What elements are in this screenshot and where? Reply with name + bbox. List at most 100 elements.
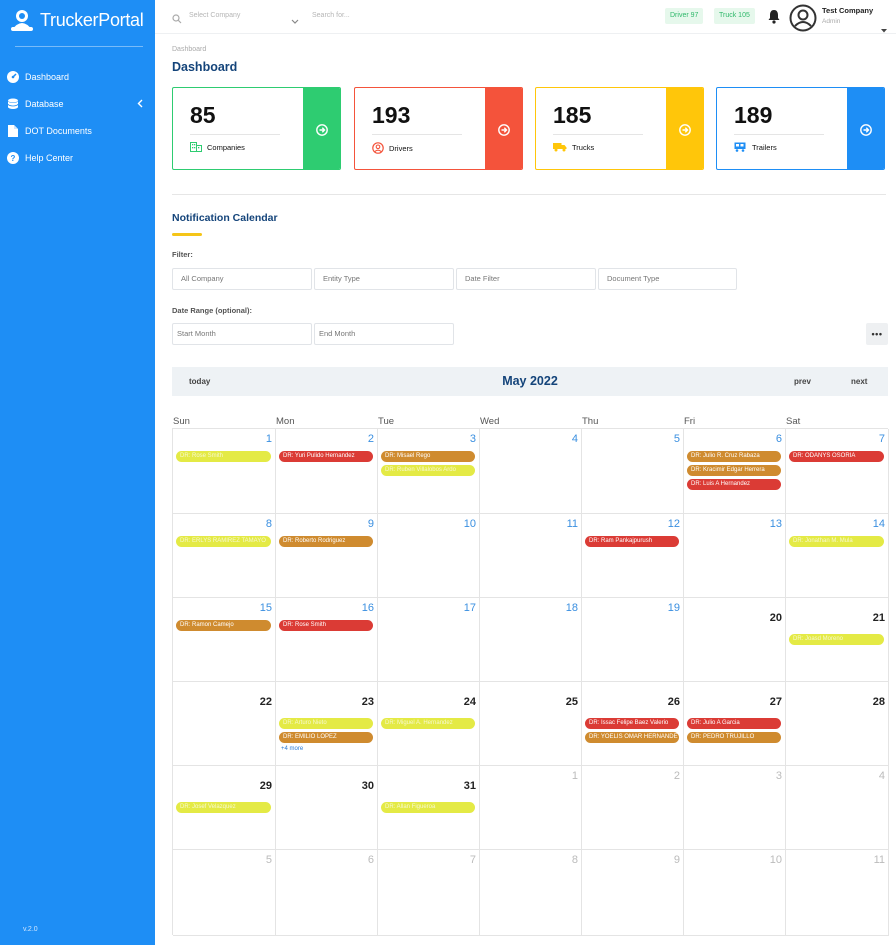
start-month-field[interactable]: Start Month — [172, 323, 312, 345]
calendar-day-cell[interactable]: 9 — [582, 850, 684, 936]
calendar-day-cell[interactable]: 16 DR: Rose Smith — [276, 598, 378, 682]
day-number[interactable]: 19 — [667, 602, 680, 614]
day-number[interactable]: 26 — [667, 696, 680, 708]
day-number[interactable]: 5 — [265, 854, 272, 866]
truck-count-badge[interactable]: Truck 105 — [714, 8, 755, 24]
calendar-event[interactable]: DR: Kracimir Edgar Herrera — [687, 465, 781, 476]
sidebar-item-dashboard[interactable]: Dashboard — [0, 63, 155, 90]
calendar-day-cell[interactable]: 19 — [582, 598, 684, 682]
calendar-event[interactable]: DR: Luis A Hernandez — [687, 479, 781, 490]
day-number[interactable]: 4 — [571, 433, 578, 445]
day-number[interactable]: 14 — [872, 518, 885, 530]
calendar-day-cell[interactable]: 18 — [480, 598, 582, 682]
day-number[interactable]: 8 — [265, 518, 272, 530]
trailers-go-button[interactable] — [847, 88, 884, 169]
calendar-event[interactable]: DR: Ruben Villalobos Ardo — [381, 465, 475, 476]
day-number[interactable]: 7 — [878, 433, 885, 445]
calendar-event[interactable]: DR: Ramon Camejo — [176, 620, 271, 631]
calendar-event[interactable]: DR: Yuri Pulido Hernandez — [279, 451, 373, 462]
calendar-day-cell[interactable]: 24 DR: Miguel A. Hernandez — [378, 682, 480, 766]
day-number[interactable]: 13 — [769, 518, 782, 530]
calendar-event[interactable]: DR: Jonathan M. Mula — [789, 536, 884, 547]
trucks-go-button[interactable] — [666, 88, 703, 169]
calendar-event[interactable]: DR: Misael Rego — [381, 451, 475, 462]
companies-go-button[interactable] — [303, 88, 340, 169]
sidebar-item-dot-documents[interactable]: DOT Documents — [0, 117, 155, 144]
calendar-day-cell[interactable]: 12 DR: Ram Pankajpurush — [582, 514, 684, 598]
calendar-day-cell[interactable]: 5 — [582, 429, 684, 514]
calendar-day-cell[interactable]: 9 DR: Roberto Rodriguez — [276, 514, 378, 598]
trailers-card[interactable]: 189 Trailers — [716, 87, 885, 170]
day-number[interactable]: 15 — [259, 602, 272, 614]
calendar-event[interactable]: DR: EMILIO LOPEZ — [279, 732, 373, 743]
calendar-event[interactable]: DR: PEDRO TRUJILLO — [687, 732, 781, 743]
calendar-event[interactable]: DR: Joasd Moreno — [789, 634, 884, 645]
day-number[interactable]: 6 — [775, 433, 782, 445]
day-number[interactable]: 27 — [769, 696, 782, 708]
day-number[interactable]: 29 — [259, 780, 272, 792]
breadcrumb[interactable]: Dashboard — [172, 46, 207, 53]
driver-count-badge[interactable]: Driver 97 — [665, 8, 704, 24]
companies-card[interactable]: 85 Companies — [172, 87, 341, 170]
calendar-day-cell[interactable]: 11 — [480, 514, 582, 598]
calendar-day-cell[interactable]: 27 DR: Julio A Garcia DR: PEDRO TRUJILLO — [684, 682, 786, 766]
day-number[interactable]: 11 — [873, 854, 885, 866]
calendar-day-cell[interactable]: 2 — [582, 766, 684, 850]
day-number[interactable]: 3 — [469, 433, 476, 445]
day-number[interactable]: 5 — [673, 433, 680, 445]
calendar-event[interactable]: DR: Ram Pankajpurush — [585, 536, 679, 547]
calendar-day-cell[interactable]: 21 DR: Joasd Moreno — [786, 598, 889, 682]
calendar-day-cell[interactable]: 6 — [276, 850, 378, 936]
calendar-day-cell[interactable]: 13 — [684, 514, 786, 598]
day-number[interactable]: 2 — [367, 433, 374, 445]
calendar-day-cell[interactable]: 6 DR: Julio R. Cruz Rabaza DR: Kracimir Ed… — [684, 429, 786, 514]
drivers-go-button[interactable] — [485, 88, 522, 169]
calendar-day-cell[interactable]: 7 — [378, 850, 480, 936]
calendar-event[interactable]: DR: Rose Smith — [279, 620, 373, 631]
day-number[interactable]: 20 — [769, 612, 782, 624]
day-number[interactable]: 9 — [367, 518, 374, 530]
user-name[interactable]: Test Company — [822, 6, 874, 15]
calendar-day-cell[interactable]: 11 — [786, 850, 889, 936]
day-number[interactable]: 1 — [571, 770, 578, 782]
logo[interactable]: TruckerPortal — [8, 7, 144, 33]
calendar-day-cell[interactable]: 10 — [378, 514, 480, 598]
day-number[interactable]: 10 — [463, 518, 476, 530]
calendar-day-cell[interactable]: 1 — [480, 766, 582, 850]
bell-icon[interactable] — [767, 9, 781, 29]
day-number[interactable]: 10 — [769, 854, 782, 866]
calendar-day-cell[interactable]: 4 — [786, 766, 889, 850]
day-number[interactable]: 6 — [367, 854, 374, 866]
calendar-event[interactable]: DR: Roberto Rodriguez — [279, 536, 373, 547]
calendar-day-cell[interactable]: 22 — [173, 682, 276, 766]
day-number[interactable]: 22 — [259, 696, 272, 708]
day-number[interactable]: 16 — [361, 602, 374, 614]
calendar-event[interactable]: DR: Arturo Nieto — [279, 718, 373, 729]
day-number[interactable]: 18 — [565, 602, 578, 614]
day-number[interactable]: 21 — [872, 612, 885, 624]
calendar-day-cell[interactable]: 17 — [378, 598, 480, 682]
entity-type-filter[interactable]: Entity Type — [314, 268, 454, 290]
search-input[interactable]: Search for... — [312, 12, 350, 19]
calendar-day-cell[interactable]: 20 — [684, 598, 786, 682]
chevron-down-icon[interactable] — [881, 20, 887, 38]
calendar-day-cell[interactable]: 8 DR: ERLYS RAMIREZ TAMAYO — [173, 514, 276, 598]
calendar-day-cell[interactable]: 1 DR: Rose Smith — [173, 429, 276, 514]
calendar-event[interactable]: DR: YOELIS OMAR HERNANDE — [585, 732, 679, 743]
calendar-day-cell[interactable]: 29 DR: Josef Velazquez — [173, 766, 276, 850]
company-select[interactable]: Select Company — [189, 12, 241, 19]
calendar-event[interactable]: DR: Julio R. Cruz Rabaza — [687, 451, 781, 462]
day-number[interactable]: 31 — [463, 780, 476, 792]
calendar-day-cell[interactable]: 4 — [480, 429, 582, 514]
more-options-button[interactable]: ••• — [866, 323, 888, 345]
day-number[interactable]: 8 — [571, 854, 578, 866]
day-number[interactable]: 24 — [463, 696, 476, 708]
day-number[interactable]: 9 — [673, 854, 680, 866]
calendar-event[interactable]: DR: Allan Figueroa — [381, 802, 475, 813]
calendar-day-cell[interactable]: 30 — [276, 766, 378, 850]
day-number[interactable]: 25 — [565, 696, 578, 708]
calendar-day-cell[interactable]: 8 — [480, 850, 582, 936]
day-number[interactable]: 1 — [265, 433, 272, 445]
next-button[interactable]: next — [851, 377, 868, 386]
trucks-card[interactable]: 185 Trucks — [535, 87, 704, 170]
